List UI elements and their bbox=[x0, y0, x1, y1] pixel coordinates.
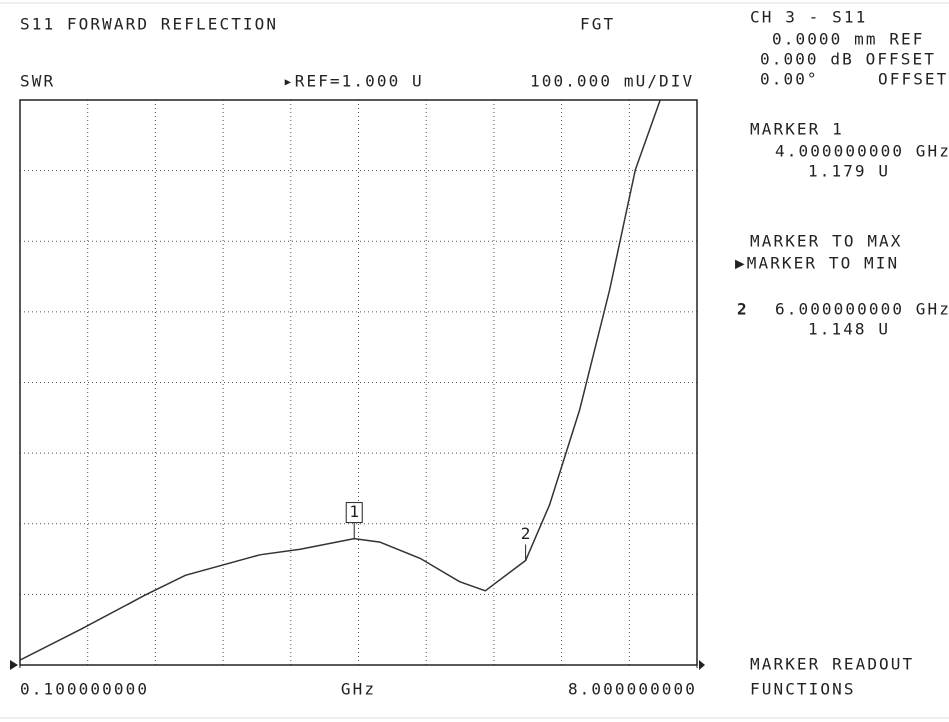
footer[interactable]: FUNCTIONS bbox=[750, 680, 856, 699]
plot-frame bbox=[19, 99, 698, 666]
scale: 100.000 mU/DIV bbox=[530, 72, 694, 91]
marker-box bbox=[345, 502, 363, 524]
ref-line: 0.0000 mm REF bbox=[772, 30, 925, 49]
graticule bbox=[20, 100, 697, 665]
reference: ▸REF=1.000 U bbox=[283, 72, 424, 91]
marker-label: 2 bbox=[521, 524, 531, 543]
x-tick-label: 8.000000000 bbox=[568, 680, 697, 699]
marker2-number: 2 bbox=[737, 300, 749, 319]
menu-item[interactable]: MARKER TO MAX bbox=[750, 232, 903, 251]
marker1-freq: 4.000000000 GHz bbox=[775, 142, 949, 161]
offset-deg-label: OFFSET bbox=[878, 70, 948, 89]
marker2-value: 1.148 U bbox=[808, 320, 890, 339]
marker-label: 1 bbox=[349, 502, 359, 521]
channel: CH 3 - S11 bbox=[750, 8, 867, 27]
trace bbox=[20, 100, 661, 661]
offset-db: 0.000 dB OFFSET bbox=[760, 50, 936, 69]
x-axis-label: GHz bbox=[341, 680, 376, 699]
marker-title: MARKER 1 bbox=[750, 120, 844, 139]
x-tick-label: 0.100000000 bbox=[20, 680, 149, 699]
trace-group bbox=[20, 100, 661, 661]
ref-pointer bbox=[10, 660, 18, 670]
format: SWR bbox=[20, 72, 55, 91]
title: S11 FORWARD REFLECTION bbox=[20, 15, 278, 34]
mode: FGT bbox=[580, 15, 615, 34]
footer[interactable]: MARKER READOUT bbox=[750, 655, 914, 674]
marker1-value: 1.179 U bbox=[808, 162, 890, 181]
marker2-freq: 6.000000000 GHz bbox=[775, 300, 949, 319]
menu-item[interactable]: ▶MARKER TO MIN bbox=[735, 254, 899, 273]
end-pointer bbox=[699, 660, 705, 670]
offset-deg: 0.00° bbox=[760, 70, 819, 89]
